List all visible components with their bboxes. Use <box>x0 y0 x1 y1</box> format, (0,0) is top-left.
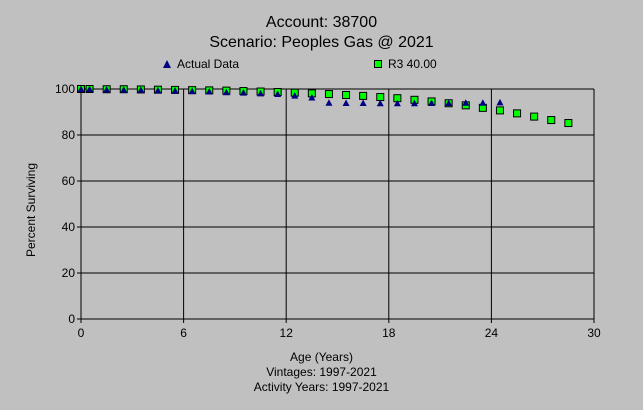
actual-data-point <box>274 90 282 98</box>
y-tick-label: 20 <box>62 266 76 280</box>
actual-data-point <box>308 94 316 101</box>
r3-40-point <box>359 91 368 100</box>
x-tick-label: 30 <box>587 326 601 340</box>
legend-item-r3-40: R3 40.00 <box>374 57 437 71</box>
actual-data-point <box>154 86 162 94</box>
actual-data-point <box>393 99 401 107</box>
actual-data-point <box>479 99 487 106</box>
actual-data-point <box>205 88 213 95</box>
actual-data-point <box>120 86 128 93</box>
r3-40-point <box>513 109 522 118</box>
r3-40-point <box>324 90 333 99</box>
chart-subtitle: Scenario: Peoples Gas @ 2021 <box>209 34 434 51</box>
legend-label-r3-40: R3 40.00 <box>388 57 437 71</box>
actual-data-point <box>428 99 436 107</box>
r3-40-point <box>342 90 351 99</box>
actual-data-point <box>410 99 418 107</box>
y-axis-label: Percent Surviving <box>24 162 38 258</box>
actual-data-point <box>222 88 230 96</box>
vintages-note: Vintages: 1997-2021 <box>266 365 377 379</box>
x-tick-label: 12 <box>280 326 294 340</box>
actual-data-point <box>462 99 470 106</box>
y-tick-label: 60 <box>62 174 76 188</box>
y-tick-label: 0 <box>68 312 75 326</box>
y-tick-label: 80 <box>62 128 76 142</box>
r3-40-point <box>530 112 539 121</box>
x-tick-label: 6 <box>180 326 187 340</box>
activity-years-note: Activity Years: 1997-2021 <box>253 380 390 394</box>
actual-data-point <box>496 98 504 106</box>
actual-data-point <box>342 99 350 107</box>
actual-data-point <box>137 86 145 93</box>
triangle-marker-icon <box>163 60 171 68</box>
actual-data-point <box>325 99 333 106</box>
legend-label-actual-data: Actual Data <box>177 57 240 71</box>
actual-data-point <box>77 85 85 92</box>
legend-item-actual-data: Actual Data <box>163 57 239 71</box>
x-tick-label: 24 <box>485 326 499 340</box>
r3-40-point <box>564 119 573 128</box>
x-tick-label: 0 <box>78 326 85 340</box>
r3-40-point <box>495 106 504 115</box>
actual-data-point <box>359 99 367 107</box>
square-marker-icon <box>374 60 382 68</box>
actual-data-point <box>239 89 247 96</box>
x-axis-label: Age (Years) <box>290 350 353 364</box>
y-tick-label: 40 <box>62 220 76 234</box>
x-tick-label: 18 <box>382 326 396 340</box>
actual-data-point <box>376 99 384 107</box>
r3-40-point <box>547 116 556 125</box>
actual-data-point <box>188 87 196 95</box>
actual-data-point <box>86 85 94 92</box>
actual-data-point <box>257 89 265 97</box>
r3-40-point <box>376 93 385 102</box>
actual-data-point <box>445 99 453 107</box>
actual-data-point <box>291 92 299 99</box>
chart-title: Account: 38700 <box>265 14 378 31</box>
y-tick-label: 100 <box>55 82 75 96</box>
actual-data-point <box>171 87 179 94</box>
actual-data-point <box>103 85 111 93</box>
